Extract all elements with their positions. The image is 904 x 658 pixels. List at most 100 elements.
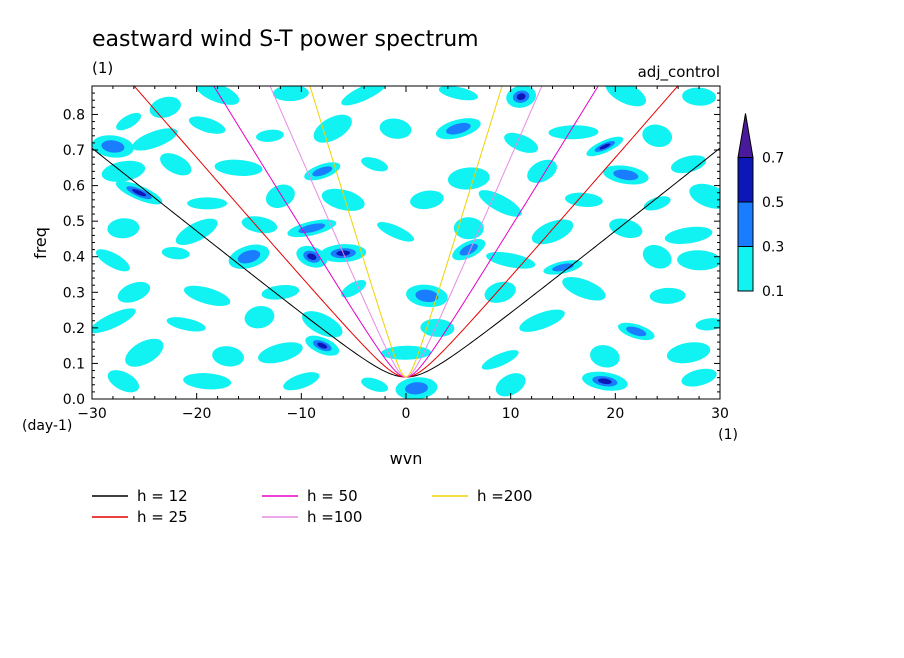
contour-region (214, 159, 263, 176)
contour-region (107, 218, 140, 239)
contour-region (519, 309, 565, 332)
contour-region (671, 155, 707, 174)
contour-region (643, 196, 671, 211)
contour-region (478, 190, 522, 217)
contour-region (341, 86, 387, 106)
contour-region (420, 318, 455, 337)
contour-region (175, 218, 218, 245)
contour-region (410, 190, 444, 210)
contour-region (609, 218, 643, 239)
chart-subtitle-right: adj_control (638, 63, 720, 82)
colorbar-segment (737, 201, 754, 247)
contour-region (265, 184, 295, 208)
contour-region (272, 86, 309, 102)
contour-region (166, 317, 206, 332)
contour-field (92, 86, 720, 399)
legend: h = 12 h = 25 h = 50 h =100 h =200 (92, 487, 532, 526)
y-tick-label: 0.8 (63, 107, 85, 123)
x-tick-label: −30 (77, 406, 107, 422)
contour-level-2 (459, 243, 478, 256)
contour-level-3 (132, 189, 147, 197)
contour-level-2 (415, 289, 439, 303)
y-tick-label: 0.5 (63, 214, 85, 230)
colorbar-label: 0.7 (762, 151, 784, 167)
contour-region (321, 188, 365, 211)
y-tick-label: 0.2 (63, 321, 85, 337)
chart-subtitle-left: (1) (92, 59, 113, 77)
contour-region (95, 249, 130, 272)
contour-region (125, 338, 164, 367)
contour-region (564, 192, 603, 207)
contour-region (183, 373, 232, 390)
x-tick-label: 20 (606, 406, 624, 422)
contour-level-3 (516, 93, 526, 101)
colorbar-label: 0.1 (762, 284, 784, 300)
contour-region (244, 306, 275, 329)
x-tick-label: 10 (502, 406, 520, 422)
contour-region (283, 372, 320, 391)
contour-region (379, 118, 412, 139)
contour-level-3 (317, 342, 328, 349)
dispersion-curves (92, 86, 720, 378)
contour-level-2 (312, 166, 333, 177)
contour-region (642, 124, 673, 148)
contour-region (590, 345, 620, 368)
contour-region (188, 116, 226, 134)
contour-region (212, 346, 244, 367)
contour-region (664, 226, 713, 244)
contour-region (677, 250, 720, 271)
contour-region (504, 132, 539, 153)
contour-region (649, 287, 686, 304)
contour-region (681, 368, 717, 387)
contour-region (132, 128, 178, 151)
y-axis: 0.0 0.1 0.2 0.3 0.4 0.5 0.6 0.7 0.8 (63, 92, 720, 408)
contour-level-2 (446, 122, 471, 135)
chart-title: eastward wind S-T power spectrum (92, 27, 479, 52)
x-axis: −30 −20 −10 0 10 20 30 (77, 86, 729, 422)
contour-region (116, 112, 142, 131)
contour-region (381, 345, 431, 360)
y-tick-label: 0.7 (63, 143, 85, 159)
contour-level-2 (552, 263, 574, 272)
curve-h200 (309, 86, 503, 378)
x-tick-label: −10 (287, 406, 317, 422)
contour-region (302, 311, 343, 338)
contour-region (187, 197, 228, 210)
colorbar-extend-arrow (737, 113, 754, 158)
x-tick-label: 30 (711, 406, 729, 422)
contour-region (255, 129, 284, 142)
contour-region (447, 167, 490, 190)
x-axis-title: wvn (390, 449, 423, 468)
contour-level-3 (598, 378, 612, 385)
contour-region (92, 308, 136, 334)
contour-region (453, 217, 484, 240)
contour-region (682, 87, 717, 106)
colorbar-segment (737, 157, 754, 203)
contour-level-2 (613, 169, 639, 181)
legend-label: h =100 (307, 508, 362, 526)
contour-level-2 (101, 140, 125, 153)
colorbar-label: 0.5 (762, 195, 784, 211)
x-tick-label: 0 (402, 406, 411, 422)
legend-label: h = 50 (307, 487, 358, 505)
contour-level-3 (599, 143, 611, 150)
y-tick-label: 0.1 (63, 356, 85, 372)
contour-region (377, 222, 414, 242)
contour-region (562, 276, 606, 301)
contour-region (486, 251, 536, 269)
contour-region (183, 285, 231, 306)
legend-label: h = 12 (137, 487, 188, 505)
contour-level-2 (626, 326, 647, 337)
colorbar-segment (737, 246, 754, 292)
contour-region (160, 153, 192, 176)
contour-region (531, 219, 574, 245)
contour-region (313, 114, 352, 143)
contour-region (666, 342, 711, 364)
colorbar: 0.1 0.3 0.5 0.7 (737, 113, 784, 300)
contour-level-2 (237, 250, 261, 264)
contour-region (481, 350, 519, 370)
contour-region (261, 284, 300, 300)
y-tick-label: 0.3 (63, 285, 85, 301)
